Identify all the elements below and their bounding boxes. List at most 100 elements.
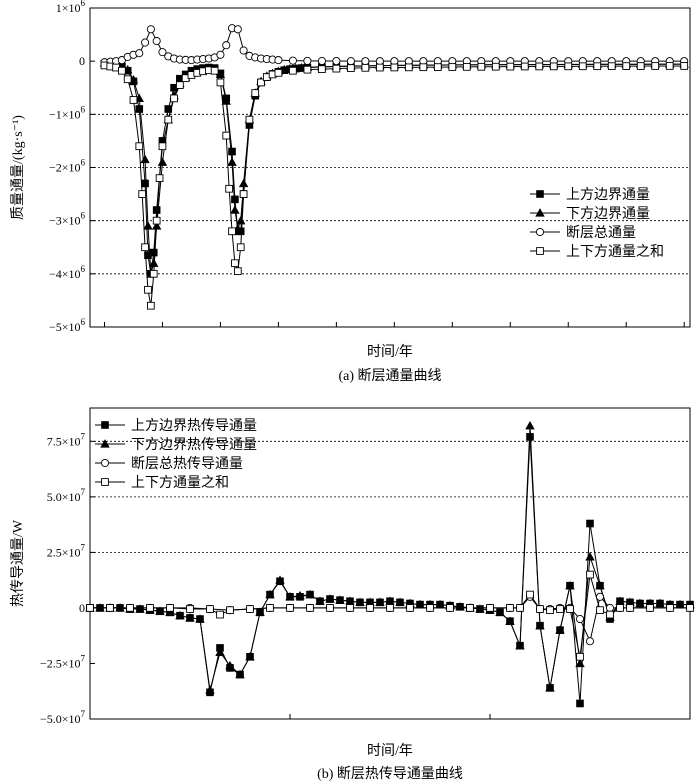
y-tick-mantissa: −2.5 bbox=[40, 656, 62, 670]
data-point bbox=[251, 89, 260, 97]
data-point bbox=[228, 227, 236, 236]
y-tick-label: 0 bbox=[79, 601, 85, 615]
data-point bbox=[515, 640, 525, 650]
plot-frame bbox=[89, 407, 691, 720]
data-point bbox=[595, 592, 605, 601]
data-point bbox=[606, 610, 614, 619]
legend-label: 上方边界通量 bbox=[566, 187, 650, 203]
y-tick-mantissa: −5 bbox=[49, 320, 62, 334]
data-point bbox=[170, 94, 178, 103]
y-tick-exponent: 6 bbox=[81, 317, 86, 327]
data-point bbox=[157, 157, 168, 166]
y-tick-label: 0 bbox=[79, 54, 85, 68]
data-point bbox=[225, 184, 233, 193]
data-point bbox=[505, 616, 515, 625]
data-point bbox=[516, 604, 524, 612]
data-point bbox=[141, 243, 149, 252]
data-point bbox=[585, 637, 595, 646]
data-point bbox=[361, 57, 370, 66]
x-axis-label: 时间/年 bbox=[367, 743, 413, 759]
y-axis-label: 热传导通量/W bbox=[10, 519, 26, 607]
y-tick-label: 1×106 bbox=[56, 0, 86, 15]
data-point bbox=[155, 606, 165, 615]
data-point bbox=[230, 205, 240, 214]
y-tick-mantissa: −3 bbox=[49, 214, 62, 228]
data-point bbox=[566, 605, 574, 613]
data-point bbox=[236, 215, 246, 225]
data-point bbox=[303, 56, 312, 65]
data-point bbox=[448, 63, 457, 71]
y-tick-label: −2×106 bbox=[49, 158, 86, 175]
data-point bbox=[315, 596, 325, 605]
data-point bbox=[216, 78, 225, 87]
data-point bbox=[146, 604, 154, 612]
data-point bbox=[215, 647, 225, 657]
legend-marker bbox=[101, 421, 109, 429]
y-axis-label: 质量通量/(kg·s⁻¹) bbox=[10, 115, 26, 220]
data-point bbox=[225, 660, 235, 670]
data-point bbox=[147, 301, 155, 310]
data-point bbox=[166, 604, 174, 612]
data-point bbox=[491, 62, 500, 71]
data-point bbox=[526, 590, 534, 599]
data-point bbox=[129, 96, 138, 104]
legend-marker bbox=[535, 208, 545, 217]
data-point bbox=[216, 50, 225, 59]
data-point bbox=[265, 589, 275, 599]
y-tick-times: ×10 bbox=[62, 267, 81, 281]
legend-label: 上下方通量之和 bbox=[131, 475, 229, 491]
data-point bbox=[419, 63, 428, 72]
data-point bbox=[655, 598, 665, 608]
data-point bbox=[578, 62, 587, 71]
y-tick-exponent: 7 bbox=[81, 431, 86, 441]
chart-panel-b: 7.5×1075.0×1072.5×1070−2.5×107−5.0×107时间… bbox=[10, 407, 695, 782]
data-point bbox=[386, 604, 394, 612]
data-point bbox=[274, 56, 283, 65]
data-point bbox=[238, 178, 249, 188]
data-point bbox=[593, 62, 602, 71]
y-tick-mantissa: −1 bbox=[49, 107, 62, 121]
data-point bbox=[246, 605, 254, 613]
chart-caption: (a) 断层通量曲线 bbox=[338, 368, 441, 384]
data-point bbox=[185, 613, 195, 622]
data-point bbox=[395, 597, 405, 607]
data-point bbox=[176, 81, 184, 89]
y-tick-exponent: 6 bbox=[81, 0, 86, 8]
data-point bbox=[158, 142, 167, 151]
data-point bbox=[216, 610, 224, 619]
chart-caption: (b) 断层热传导通量曲线 bbox=[317, 766, 463, 782]
data-point bbox=[186, 605, 194, 613]
data-point bbox=[666, 604, 674, 612]
data-point bbox=[565, 580, 575, 590]
y-tick-times: ×10 bbox=[62, 161, 81, 175]
data-point bbox=[595, 580, 605, 590]
data-point bbox=[141, 179, 149, 188]
x-axis-label: 时间/年 bbox=[367, 344, 413, 360]
data-point bbox=[605, 603, 615, 612]
data-point bbox=[622, 62, 631, 70]
data-point bbox=[686, 604, 694, 612]
data-point bbox=[175, 610, 185, 620]
y-tick-mantissa: −2 bbox=[49, 161, 62, 175]
data-point bbox=[266, 604, 274, 612]
legend-marker bbox=[101, 478, 109, 486]
data-point bbox=[475, 604, 485, 613]
data-point bbox=[158, 48, 167, 57]
data-point bbox=[275, 575, 285, 584]
data-point bbox=[332, 57, 341, 66]
data-point bbox=[426, 604, 434, 612]
data-point bbox=[86, 604, 94, 612]
data-point bbox=[123, 75, 132, 84]
data-point bbox=[406, 604, 414, 612]
data-point bbox=[646, 604, 654, 612]
legend-label: 断层总通量 bbox=[566, 225, 636, 241]
data-point bbox=[556, 605, 564, 613]
data-point bbox=[141, 38, 150, 47]
data-point bbox=[535, 62, 544, 71]
data-point bbox=[346, 57, 355, 66]
data-point bbox=[596, 606, 604, 615]
y-tick-mantissa: 0 bbox=[79, 54, 85, 68]
series-2 bbox=[100, 24, 689, 67]
data-point bbox=[575, 614, 585, 624]
data-point bbox=[375, 57, 384, 66]
